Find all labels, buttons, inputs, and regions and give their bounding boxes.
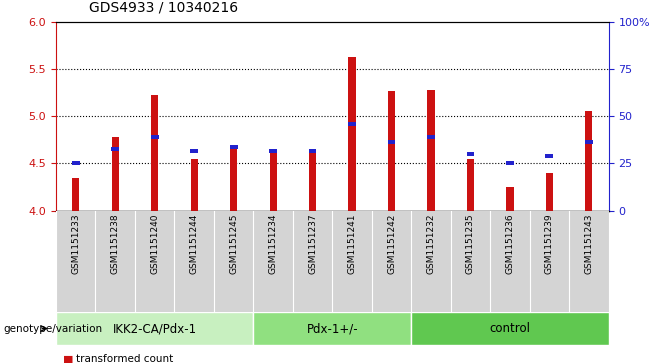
- Bar: [72, 161, 80, 166]
- Text: GSM1151232: GSM1151232: [426, 213, 436, 274]
- Bar: [507, 187, 513, 211]
- Text: control: control: [490, 322, 530, 335]
- Text: GSM1151236: GSM1151236: [505, 213, 515, 274]
- Bar: [112, 137, 118, 211]
- Bar: [56, 312, 253, 345]
- Text: transformed count: transformed count: [76, 354, 173, 363]
- Bar: [585, 139, 593, 144]
- Text: IKK2-CA/Pdx-1: IKK2-CA/Pdx-1: [113, 322, 197, 335]
- Text: GSM1151238: GSM1151238: [111, 213, 120, 274]
- Bar: [72, 178, 79, 211]
- Bar: [349, 57, 355, 211]
- Bar: [309, 149, 316, 211]
- Text: GSM1151239: GSM1151239: [545, 213, 554, 274]
- Text: GSM1151234: GSM1151234: [268, 213, 278, 274]
- Bar: [190, 149, 198, 153]
- Bar: [270, 149, 276, 211]
- Text: GSM1151237: GSM1151237: [308, 213, 317, 274]
- Bar: [411, 312, 609, 345]
- Bar: [388, 91, 395, 211]
- Text: ■: ■: [63, 354, 73, 363]
- Text: GSM1151243: GSM1151243: [584, 213, 594, 274]
- Bar: [151, 135, 159, 139]
- Bar: [467, 159, 474, 211]
- Text: GSM1151244: GSM1151244: [190, 213, 199, 274]
- Text: GSM1151240: GSM1151240: [150, 213, 159, 274]
- Text: GSM1151235: GSM1151235: [466, 213, 475, 274]
- Bar: [191, 159, 197, 211]
- Bar: [546, 173, 553, 211]
- Bar: [467, 152, 474, 156]
- Text: GSM1151241: GSM1151241: [347, 213, 357, 274]
- Bar: [348, 122, 356, 126]
- Bar: [586, 111, 592, 211]
- Text: Pdx-1+/-: Pdx-1+/-: [307, 322, 358, 335]
- Bar: [230, 147, 237, 211]
- Bar: [427, 135, 435, 139]
- Bar: [151, 95, 158, 211]
- Bar: [111, 147, 119, 151]
- Text: GSM1151233: GSM1151233: [71, 213, 80, 274]
- Bar: [309, 149, 316, 153]
- Bar: [506, 161, 514, 166]
- Bar: [388, 139, 395, 144]
- Bar: [428, 90, 434, 211]
- Text: GSM1151242: GSM1151242: [387, 213, 396, 274]
- Text: GSM1151245: GSM1151245: [229, 213, 238, 274]
- Text: GDS4933 / 10340216: GDS4933 / 10340216: [89, 0, 238, 15]
- Bar: [545, 154, 553, 158]
- Bar: [253, 312, 411, 345]
- Bar: [269, 149, 277, 153]
- Bar: [230, 145, 238, 150]
- Text: genotype/variation: genotype/variation: [3, 323, 103, 334]
